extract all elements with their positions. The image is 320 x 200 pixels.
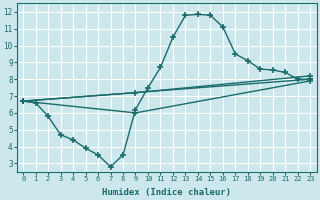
X-axis label: Humidex (Indice chaleur): Humidex (Indice chaleur) <box>102 188 231 197</box>
